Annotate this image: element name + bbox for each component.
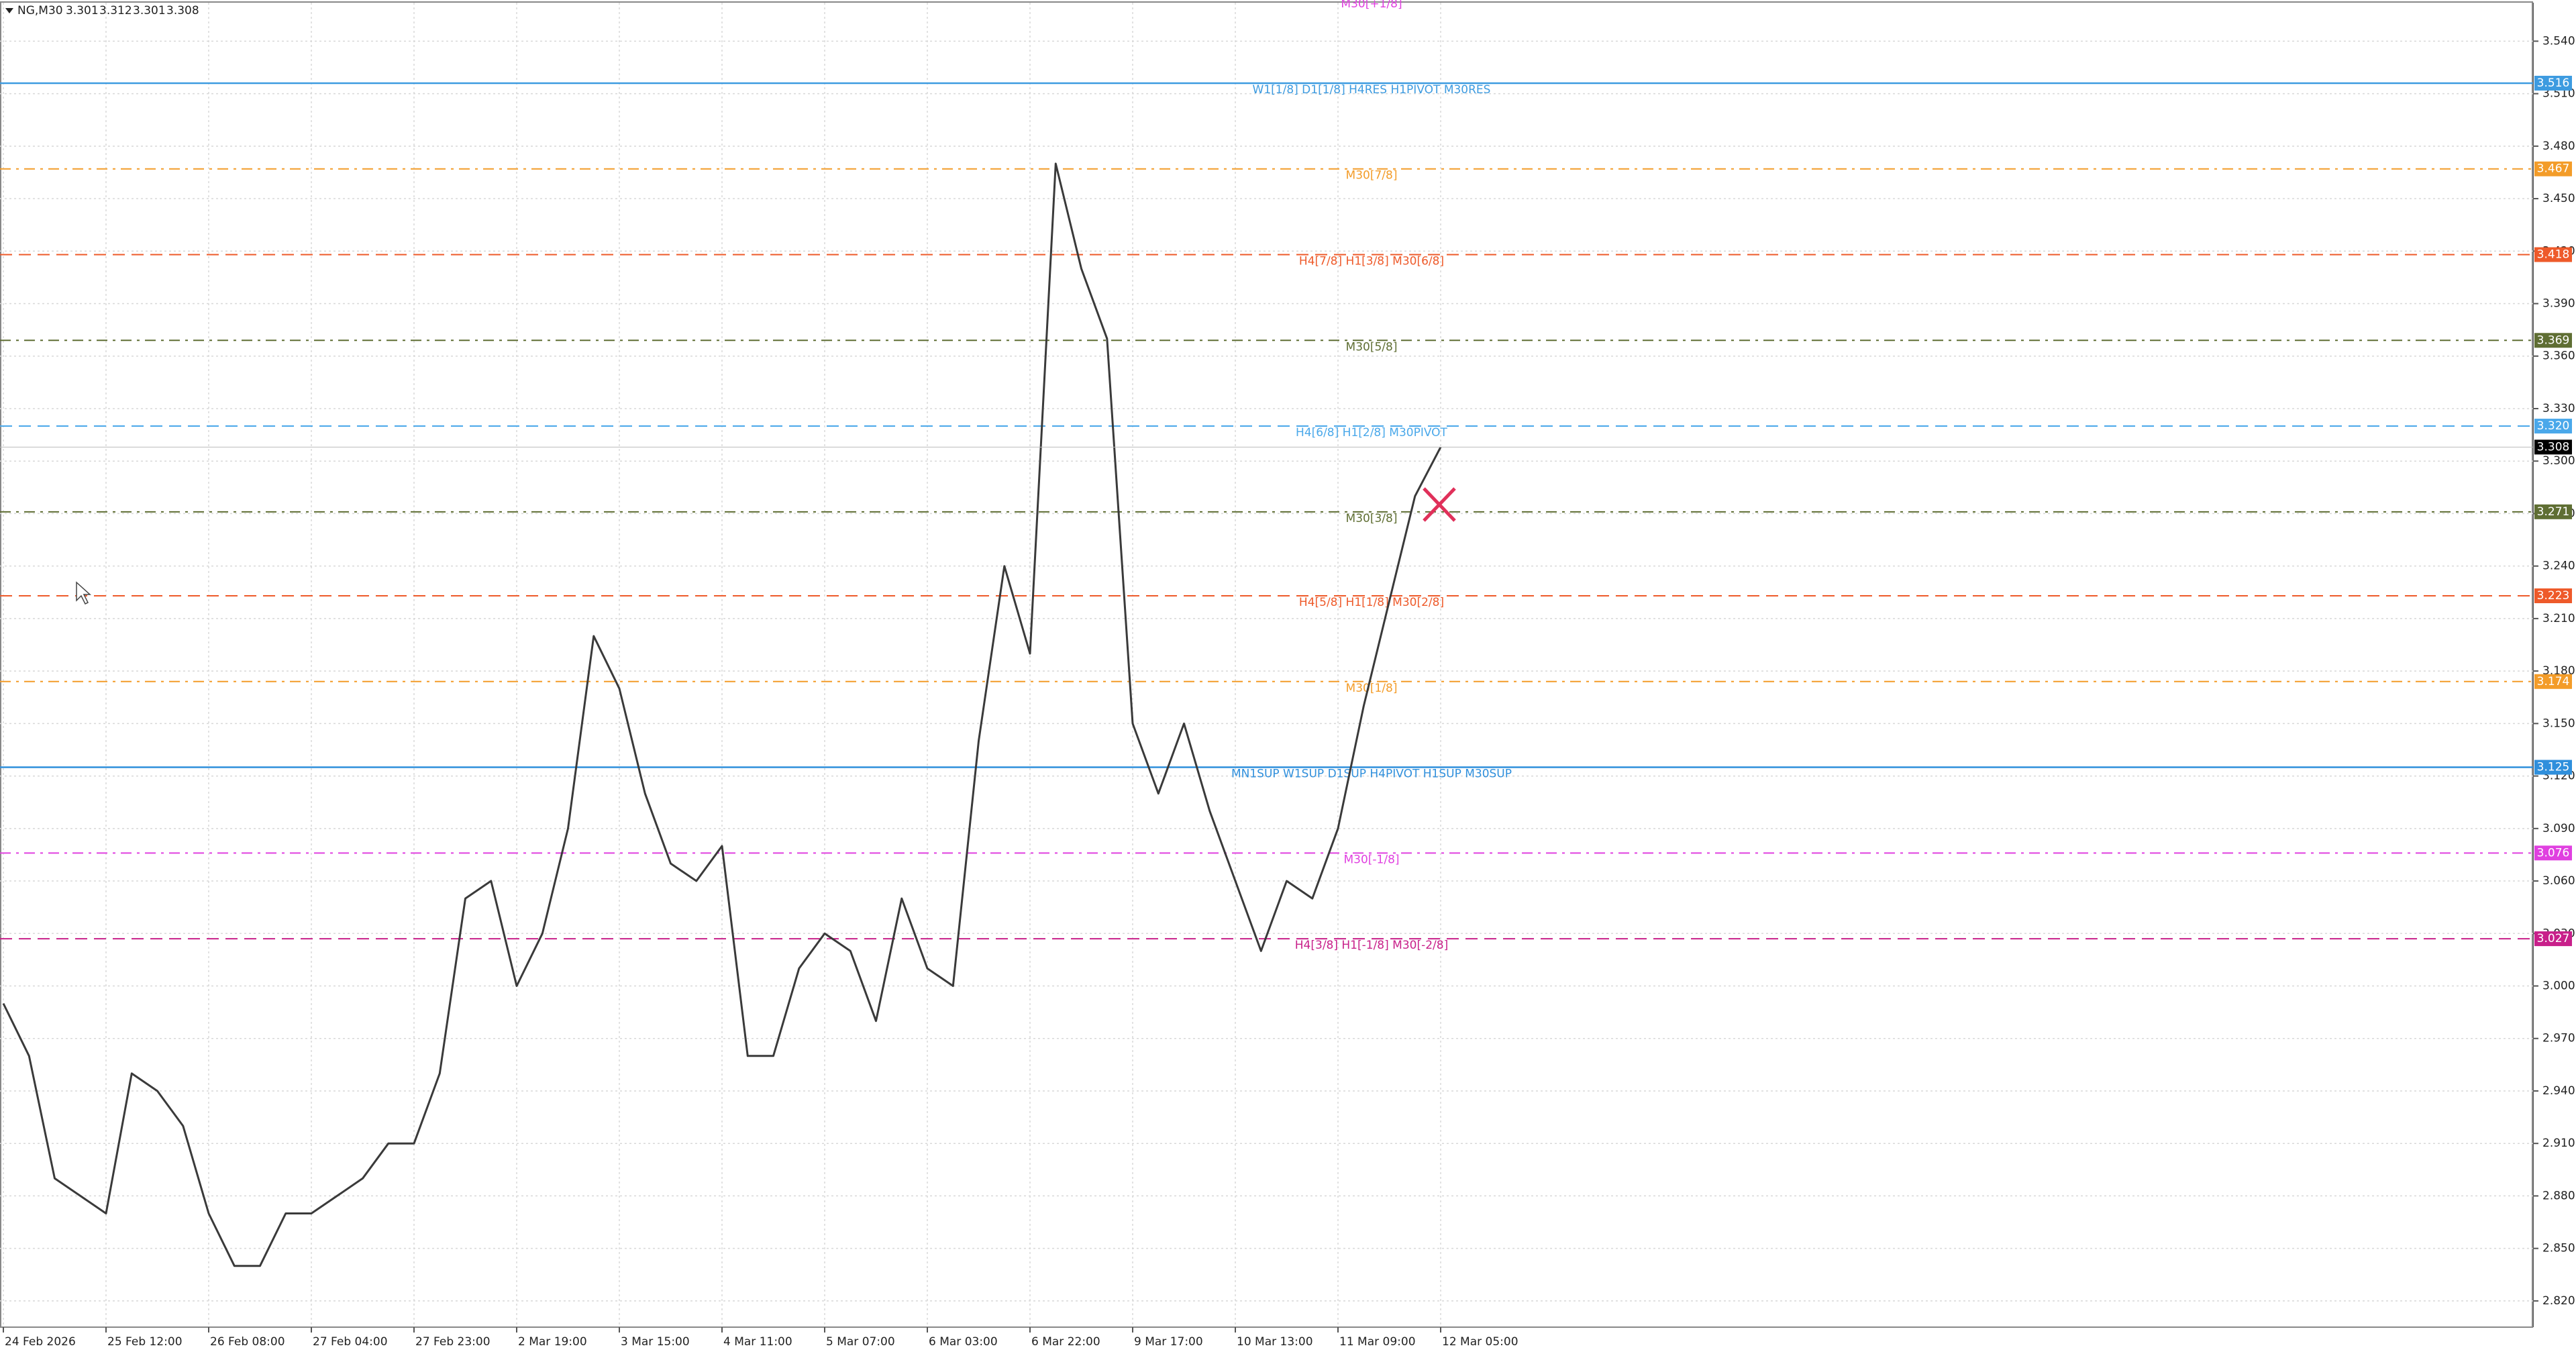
y-tick-label: 3.090 (2542, 822, 2575, 835)
y-tick-label: 3.240 (2542, 560, 2575, 573)
price-tag (2534, 247, 2572, 262)
level-label: M30[3/8] (1346, 512, 1398, 525)
symbol: NG,M30 (17, 4, 63, 17)
level-label: M30[1/8] (1346, 682, 1398, 695)
price-tag-label: 3.125 (2537, 761, 2570, 774)
y-tick-label: 2.940 (2542, 1084, 2575, 1098)
low: 3.301 (133, 4, 166, 17)
level-label: H4[5/8] H1[1/8] M30[2/8] (1299, 596, 1444, 609)
x-tick-label: 6 Mar 22:00 (1031, 1335, 1100, 1349)
y-tick-label: 2.820 (2542, 1294, 2575, 1308)
price-tag (2534, 333, 2572, 348)
y-tick-label: 3.480 (2542, 140, 2575, 153)
plot-frame (0, 1, 2533, 1328)
level-label: M30[5/8] (1346, 340, 1398, 354)
y-tick-label: 3.390 (2542, 297, 2575, 311)
level-label: H4[3/8] H1[-1/8] M30[-2/8] (1295, 939, 1448, 952)
menu-arrow[interactable] (5, 8, 13, 13)
level-label: W1[1/8] D1[1/8] H4RES H1PIVOT M30RES (1253, 83, 1491, 97)
level-label: M30[7/8] (1346, 169, 1398, 182)
level-label: M30[-1/8] (1343, 853, 1399, 866)
y-tick-label: 3.330 (2542, 402, 2575, 415)
price-tag (2534, 75, 2572, 91)
current-price-tag (2534, 439, 2572, 455)
price-tag-label: 3.076 (2537, 846, 2570, 859)
high: 3.312 (99, 4, 132, 17)
y-tick-label: 3.060 (2542, 874, 2575, 888)
x-tick-label: 10 Mar 13:00 (1237, 1335, 1313, 1349)
x-tick-label: 25 Feb 12:00 (107, 1335, 183, 1349)
y-tick-label: 3.360 (2542, 350, 2575, 363)
close-marker (1423, 487, 1456, 522)
y-tick-label: 3.300 (2542, 454, 2575, 468)
x-tick-label: 24 Feb 2026 (5, 1335, 76, 1349)
price-tag-label: 3.516 (2537, 76, 2570, 90)
current-price-label: 3.308 (2537, 440, 2570, 454)
y-tick-label: 3.540 (2542, 34, 2575, 48)
level-label: MN1SUP W1SUP D1SUP H4PIVOT H1SUP M30SUP (1231, 768, 1512, 781)
price-tag-label: 3.027 (2537, 932, 2570, 945)
header: NG,M30 3.301 3.312 3.301 3.308 (5, 4, 199, 17)
mouse-cursor (76, 581, 91, 605)
x-tick-label: 3 Mar 15:00 (621, 1335, 690, 1349)
price-line (2, 162, 1442, 1267)
x-tick-label: 9 Mar 17:00 (1134, 1335, 1203, 1349)
x-tick-label: 4 Mar 11:00 (723, 1335, 792, 1349)
y-tick-label: 3.210 (2542, 612, 2575, 625)
price-tag (2534, 760, 2572, 775)
price-tag-label: 3.467 (2537, 162, 2570, 176)
x-tick-label: 26 Feb 08:00 (210, 1335, 285, 1349)
x-tick-label: 2 Mar 19:00 (518, 1335, 587, 1349)
price-tag-label: 3.223 (2537, 589, 2570, 603)
level-label: H4[6/8] H1[2/8] M30PIVOT (1296, 426, 1448, 439)
price-tag (2534, 504, 2572, 519)
price-tag (2534, 845, 2572, 861)
y-tick-label: 3.150 (2542, 717, 2575, 730)
x-tick-label: 27 Feb 23:00 (415, 1335, 491, 1349)
top-level-label: M30[+1/8] (1341, 0, 1402, 11)
x-tick-label: 5 Mar 07:00 (826, 1335, 895, 1349)
y-tick-label: 2.880 (2542, 1189, 2575, 1202)
price-tag (2534, 588, 2572, 603)
y-tick-label: 2.850 (2542, 1242, 2575, 1255)
x-tick-label: 11 Mar 09:00 (1339, 1335, 1416, 1349)
price-tag-label: 3.174 (2537, 675, 2570, 688)
close: 3.308 (166, 4, 199, 17)
plot-layer: 2.8202.8502.8802.9102.9402.9703.0003.030… (0, 3, 2575, 1349)
x-tick-label: 12 Mar 05:00 (1442, 1335, 1518, 1349)
price-tag-label: 3.418 (2537, 248, 2570, 262)
price-tag (2534, 674, 2572, 689)
price-tag-label: 3.320 (2537, 419, 2570, 433)
price-tag (2534, 161, 2572, 176)
y-tick-label: 3.000 (2542, 980, 2575, 993)
open: 3.301 (66, 4, 99, 17)
level-label: H4[7/8] H1[3/8] M30[6/8] (1299, 255, 1444, 268)
price-tag-label: 3.369 (2537, 333, 2570, 347)
price-tag (2534, 419, 2572, 434)
price-tag-label: 3.271 (2537, 505, 2570, 519)
y-tick-label: 2.910 (2542, 1137, 2575, 1150)
x-tick-label: 27 Feb 04:00 (313, 1335, 388, 1349)
y-tick-label: 2.970 (2542, 1032, 2575, 1045)
y-tick-label: 3.450 (2542, 192, 2575, 205)
x-tick-label: 6 Mar 03:00 (929, 1335, 998, 1349)
price-tag (2534, 931, 2572, 947)
